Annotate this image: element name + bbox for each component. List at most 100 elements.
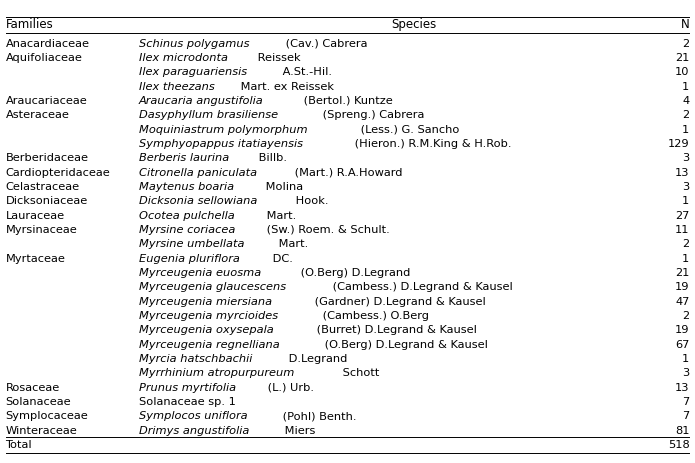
Text: Symphyopappus itatiayensis: Symphyopappus itatiayensis: [139, 139, 303, 149]
Text: 13: 13: [675, 168, 689, 178]
Text: Anacardiaceae: Anacardiaceae: [6, 38, 90, 49]
Text: Myrceugenia euosma: Myrceugenia euosma: [139, 268, 261, 278]
Text: Eugenia pluriflora: Eugenia pluriflora: [139, 254, 240, 263]
Text: 7: 7: [682, 397, 689, 407]
Text: Myrceugenia myrcioides: Myrceugenia myrcioides: [139, 311, 278, 321]
Text: (Less.) G. Sancho: (Less.) G. Sancho: [357, 125, 459, 135]
Text: N: N: [680, 18, 689, 31]
Text: 13: 13: [675, 382, 689, 393]
Text: Myrsine coriacea: Myrsine coriacea: [139, 225, 236, 235]
Text: (Hieron.) R.M.King & H.Rob.: (Hieron.) R.M.King & H.Rob.: [350, 139, 511, 149]
Text: 4: 4: [682, 96, 689, 106]
Text: 2: 2: [682, 239, 689, 249]
Text: (Burret) D.Legrand & Kausel: (Burret) D.Legrand & Kausel: [313, 325, 477, 335]
Text: 47: 47: [675, 297, 689, 307]
Text: Ocotea pulchella: Ocotea pulchella: [139, 211, 235, 220]
Text: (Spreng.) Cabrera: (Spreng.) Cabrera: [318, 110, 424, 120]
Text: 3: 3: [682, 153, 689, 163]
Text: 3: 3: [682, 368, 689, 378]
Text: 1: 1: [682, 125, 689, 135]
Text: Dicksoniaceae: Dicksoniaceae: [6, 196, 88, 206]
Text: Myrcia hatschbachii: Myrcia hatschbachii: [139, 354, 252, 364]
Text: Myrceugenia miersiana: Myrceugenia miersiana: [139, 297, 272, 307]
Text: Celastraceae: Celastraceae: [6, 182, 80, 192]
Text: Solanaceae: Solanaceae: [6, 397, 71, 407]
Text: (Sw.) Roem. & Schult.: (Sw.) Roem. & Schult.: [263, 225, 390, 235]
Text: 10: 10: [675, 67, 689, 77]
Text: Ilex theezans: Ilex theezans: [139, 81, 215, 92]
Text: Berberidaceae: Berberidaceae: [6, 153, 88, 163]
Text: 67: 67: [675, 339, 689, 350]
Text: Miers: Miers: [281, 425, 316, 436]
Text: 19: 19: [675, 282, 689, 292]
Text: Citronella paniculata: Citronella paniculata: [139, 168, 257, 178]
Text: Billb.: Billb.: [256, 153, 288, 163]
Text: Drimys angustifolia: Drimys angustifolia: [139, 425, 250, 436]
Text: Hook.: Hook.: [292, 196, 328, 206]
Text: (O.Berg) D.Legrand & Kausel: (O.Berg) D.Legrand & Kausel: [320, 339, 487, 350]
Text: Myrsinaceae: Myrsinaceae: [6, 225, 77, 235]
Text: 11: 11: [675, 225, 689, 235]
Text: A.St.-Hil.: A.St.-Hil.: [279, 67, 332, 77]
Text: Araucaria angustifolia: Araucaria angustifolia: [139, 96, 263, 106]
Text: 1: 1: [682, 254, 689, 263]
Text: 1: 1: [682, 196, 689, 206]
Text: 3: 3: [682, 182, 689, 192]
Text: Schinus polygamus: Schinus polygamus: [139, 38, 250, 49]
Text: Dicksonia sellowiana: Dicksonia sellowiana: [139, 196, 257, 206]
Text: 21: 21: [675, 268, 689, 278]
Text: (Gardner) D.Legrand & Kausel: (Gardner) D.Legrand & Kausel: [311, 297, 486, 307]
Text: 81: 81: [675, 425, 689, 436]
Text: Symplocaceae: Symplocaceae: [6, 411, 88, 421]
Text: Ilex paraguariensis: Ilex paraguariensis: [139, 67, 247, 77]
Text: Myrceugenia glaucescens: Myrceugenia glaucescens: [139, 282, 286, 292]
Text: (Bertol.) Kuntze: (Bertol.) Kuntze: [300, 96, 393, 106]
Text: 518: 518: [668, 440, 689, 450]
Text: Dasyphyllum brasiliense: Dasyphyllum brasiliense: [139, 110, 278, 120]
Text: 21: 21: [675, 53, 689, 63]
Text: Myrrhinium atropurpureum: Myrrhinium atropurpureum: [139, 368, 295, 378]
Text: (O.Berg) D.Legrand: (O.Berg) D.Legrand: [297, 268, 410, 278]
Text: Families: Families: [6, 18, 54, 31]
Text: (Pohl) Benth.: (Pohl) Benth.: [279, 411, 357, 421]
Text: Myrceugenia oxysepala: Myrceugenia oxysepala: [139, 325, 274, 335]
Text: 2: 2: [682, 38, 689, 49]
Text: Mart.: Mart.: [263, 211, 296, 220]
Text: Winteraceae: Winteraceae: [6, 425, 77, 436]
Text: Molina: Molina: [262, 182, 303, 192]
Text: Myrceugenia regnelliana: Myrceugenia regnelliana: [139, 339, 280, 350]
Text: 129: 129: [668, 139, 689, 149]
Text: Total: Total: [6, 440, 32, 450]
Text: Species: Species: [391, 18, 437, 31]
Text: Cardiopteridaceae: Cardiopteridaceae: [6, 168, 111, 178]
Text: (Cambess.) O.Berg: (Cambess.) O.Berg: [318, 311, 429, 321]
Text: Lauraceae: Lauraceae: [6, 211, 65, 220]
Text: Prunus myrtifolia: Prunus myrtifolia: [139, 382, 236, 393]
Text: 1: 1: [682, 81, 689, 92]
Text: (L.) Urb.: (L.) Urb.: [264, 382, 314, 393]
Text: Mart. ex Reissek: Mart. ex Reissek: [237, 81, 334, 92]
Text: Mart.: Mart.: [275, 239, 309, 249]
Text: Myrsine umbellata: Myrsine umbellata: [139, 239, 245, 249]
Text: (Cav.) Cabrera: (Cav.) Cabrera: [281, 38, 367, 49]
Text: Rosaceae: Rosaceae: [6, 382, 60, 393]
Text: Reissek: Reissek: [254, 53, 300, 63]
Text: Maytenus boaria: Maytenus boaria: [139, 182, 234, 192]
Text: 27: 27: [675, 211, 689, 220]
Text: Myrtaceae: Myrtaceae: [6, 254, 65, 263]
Text: DC.: DC.: [269, 254, 293, 263]
Text: 19: 19: [675, 325, 689, 335]
Text: Schott: Schott: [339, 368, 380, 378]
Text: Ilex microdonta: Ilex microdonta: [139, 53, 228, 63]
Text: Berberis laurina: Berberis laurina: [139, 153, 229, 163]
Text: Moquiniastrum polymorphum: Moquiniastrum polymorphum: [139, 125, 308, 135]
Text: 2: 2: [682, 110, 689, 120]
Text: Symplocos uniflora: Symplocos uniflora: [139, 411, 247, 421]
Text: 2: 2: [682, 311, 689, 321]
Text: D.Legrand: D.Legrand: [285, 354, 348, 364]
Text: 7: 7: [682, 411, 689, 421]
Text: Araucariaceae: Araucariaceae: [6, 96, 88, 106]
Text: 1: 1: [682, 354, 689, 364]
Text: Asteraceae: Asteraceae: [6, 110, 70, 120]
Text: (Cambess.) D.Legrand & Kausel: (Cambess.) D.Legrand & Kausel: [329, 282, 513, 292]
